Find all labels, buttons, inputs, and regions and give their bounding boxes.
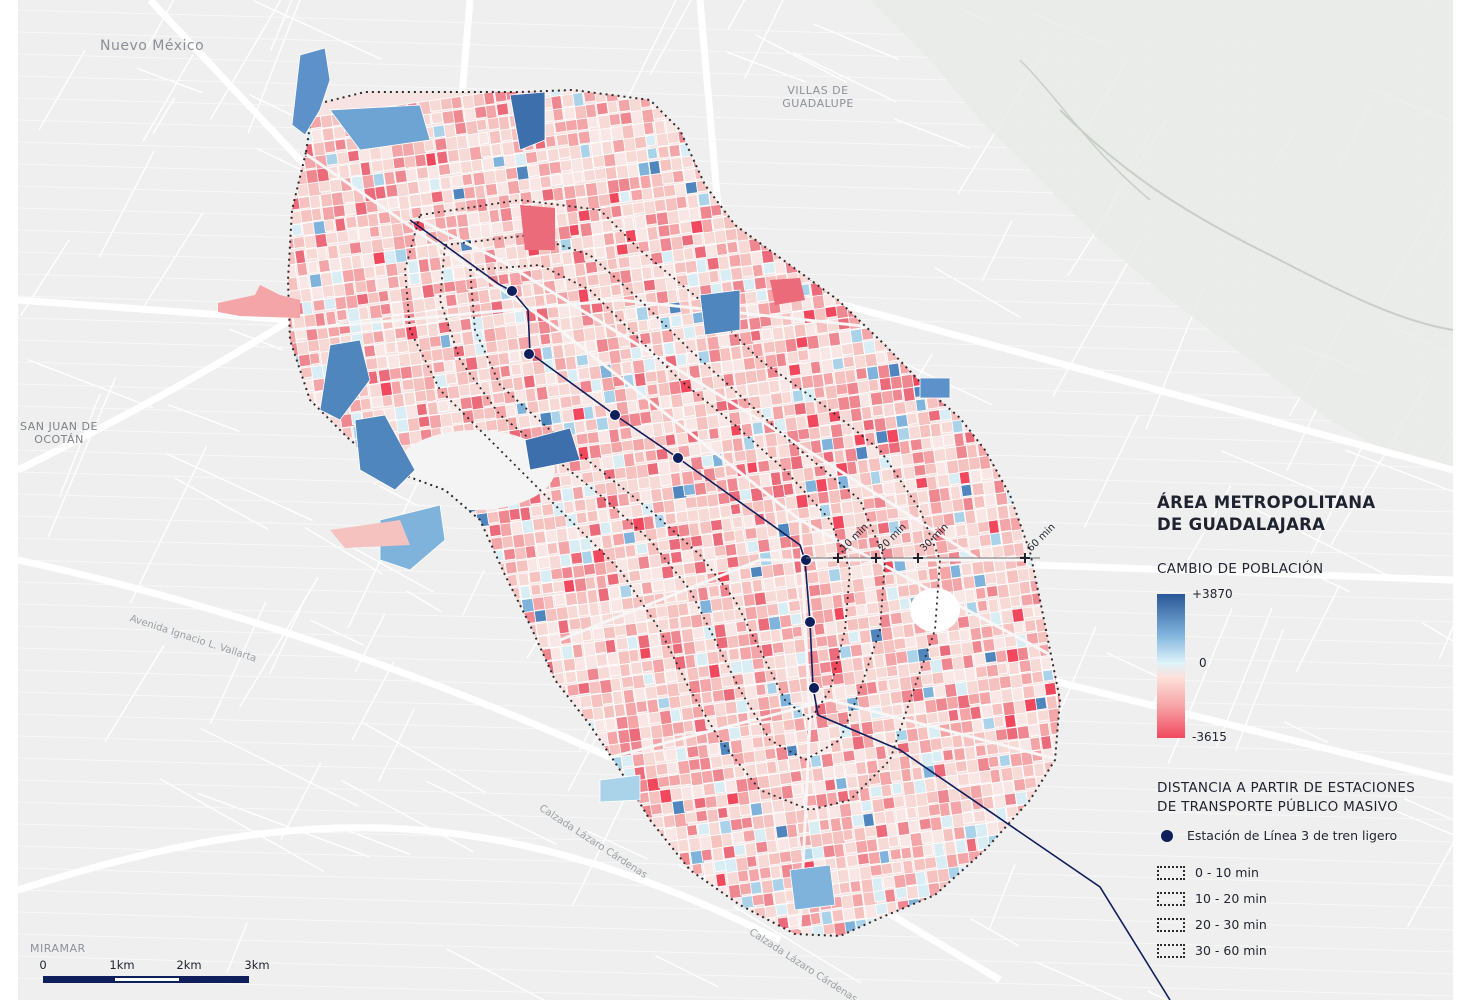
station-5 (800, 554, 812, 566)
place-label-villas-de-guadalupe: VILLAS DE GUADALUPE (782, 84, 854, 110)
station-3 (609, 409, 621, 421)
place-label-san-juan-de-ocotan: SAN JUAN DE OCOTÁN (20, 420, 98, 446)
population-min-label: -3615 (1192, 730, 1227, 744)
legend-title: ÁREA METROPOLITANA DE GUADALAJARA (1157, 493, 1376, 534)
dotted-box-icon (1157, 943, 1185, 958)
legend-range-label: 30 - 60 min (1195, 943, 1267, 958)
scale-label-3km: 3km (244, 958, 270, 972)
legend-range-label: 20 - 30 min (1195, 917, 1267, 932)
legend-range-label: 0 - 10 min (1195, 865, 1259, 880)
legend-range-label: 10 - 20 min (1195, 891, 1267, 906)
scale-label-1km: 1km (109, 958, 135, 972)
station-dot-icon (1161, 829, 1173, 842)
stations (506, 285, 820, 694)
place-label-nuevo-mexico: Nuevo México (100, 38, 205, 54)
station-1 (506, 285, 518, 297)
legend-station-label: Estación de Línea 3 de tren ligero (1187, 828, 1398, 843)
legend-range-0-10: 0 - 10 min (1157, 865, 1259, 880)
legend-range-10-20: 10 - 20 min (1157, 891, 1267, 906)
population-max-label: +3870 (1192, 587, 1233, 601)
terrain-shading (870, 0, 1454, 470)
station-6 (804, 616, 816, 628)
dotted-box-icon (1157, 917, 1185, 932)
station-7 (808, 682, 820, 694)
inner-roads (289, 148, 1060, 931)
rail-line-3 (409, 219, 1171, 1000)
station-4 (672, 452, 684, 464)
isochrone-outlines (404, 199, 941, 811)
scale-segment-1 (43, 976, 113, 983)
scale-label-2km: 2km (176, 958, 202, 972)
legend-range-30-60: 30 - 60 min (1157, 943, 1267, 958)
legend-range-20-30: 20 - 30 min (1157, 917, 1267, 932)
scale-bar: 0 1km 2km 3km (39, 958, 270, 988)
legend: ÁREA METROPOLITANA DE GUADALAJARA CAMBIO… (1157, 492, 1457, 958)
place-label-miramar: MIRAMAR (30, 942, 86, 955)
legend-station-item: Estación de Línea 3 de tren ligero (1157, 828, 1397, 843)
population-color-ramp (1157, 594, 1185, 738)
scale-segment-3 (181, 976, 249, 983)
legend-population-title: CAMBIO DE POBLACIÓN (1157, 561, 1324, 577)
population-zero-label: 0 (1199, 656, 1207, 670)
dotted-box-icon (1157, 865, 1185, 880)
scale-segment-2 (113, 976, 181, 983)
scale-label-0: 0 (39, 958, 47, 972)
positive-change-patches (218, 47, 951, 911)
legend-distance-title: DISTANCIA A PARTIR DE ESTACIONES DE TRAN… (1157, 780, 1416, 815)
station-2 (523, 348, 535, 360)
dotted-box-icon (1157, 891, 1185, 906)
